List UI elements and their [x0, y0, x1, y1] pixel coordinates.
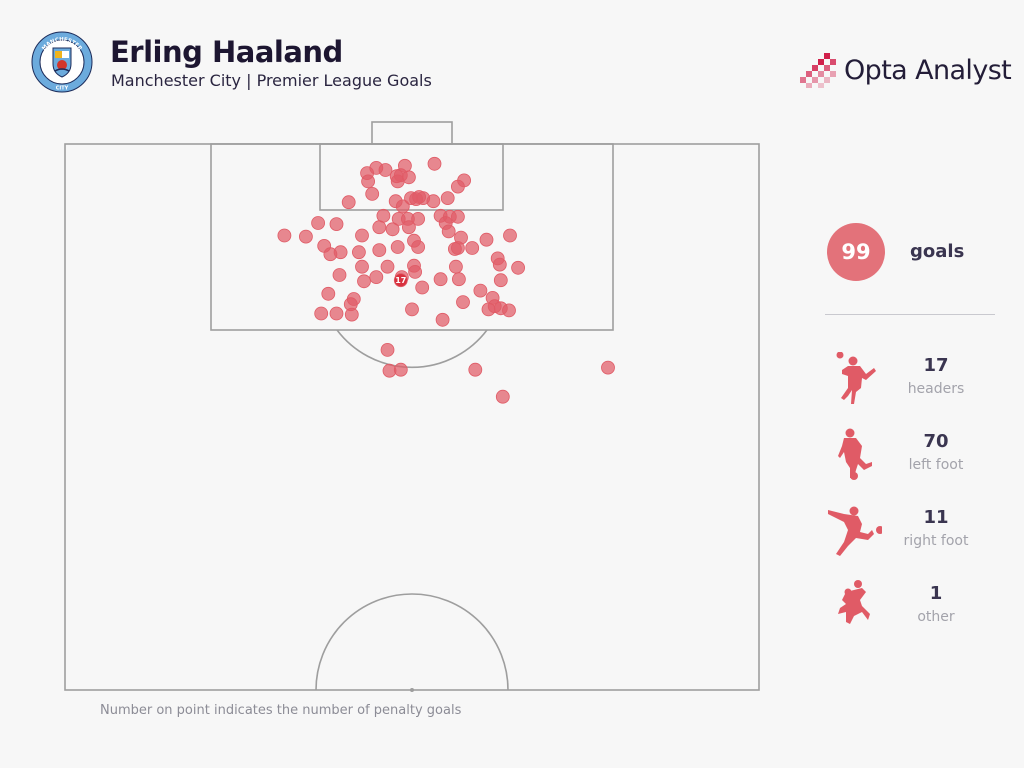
crest-bottom-text: CITY [56, 86, 69, 92]
shot-point [314, 306, 329, 321]
shot-point [450, 209, 465, 224]
shot-point [372, 243, 387, 258]
headers-value: 17 [923, 355, 949, 376]
right-foot-value: 11 [923, 507, 949, 528]
shot-point [492, 257, 507, 272]
opta-analyst-logo: Opta Analyst [798, 50, 1012, 90]
shot-point [405, 302, 419, 317]
shot-point [456, 295, 470, 310]
left-foot-value: 70 [923, 431, 949, 452]
shot-point [479, 232, 494, 247]
shot-point [426, 194, 441, 209]
other-value: 1 [929, 583, 943, 604]
shot-point [473, 283, 488, 298]
shot-point [440, 191, 455, 206]
header-silhouette-icon [836, 352, 876, 404]
shot-point [411, 240, 426, 254]
shot-point [433, 272, 448, 287]
shot-points: 17 [277, 156, 615, 404]
manchester-city-crest-icon: MANCHESTER CITY [31, 31, 93, 93]
shot-point [355, 228, 369, 243]
stat-left-foot: 70 left foot [826, 428, 1001, 498]
shot-point [511, 260, 525, 275]
right-foot-label: right foot [903, 533, 969, 549]
shot-point [481, 302, 496, 317]
shot-point [380, 342, 395, 357]
divider [825, 314, 995, 315]
shot-point [395, 199, 410, 214]
shot-point [450, 179, 465, 194]
shot-point [321, 286, 336, 301]
shot-point [389, 169, 404, 184]
shot-point [495, 389, 510, 404]
page-subtitle: Manchester City | Premier League Goals [111, 71, 432, 90]
stat-other: 1 other [826, 580, 1001, 650]
shot-point [401, 220, 416, 235]
shot-point [378, 163, 393, 177]
shot-point [365, 186, 380, 201]
shot-point [502, 303, 516, 318]
shot-point [468, 362, 483, 377]
penalty-point [393, 273, 408, 288]
total-goals-label: goals [910, 241, 965, 262]
shot-point [311, 216, 326, 230]
shot-point [435, 312, 450, 327]
shot-point [277, 228, 292, 243]
shot-point [323, 247, 338, 262]
centre-spot [410, 688, 414, 692]
shot-point [329, 306, 344, 321]
shot-point [332, 268, 347, 282]
penalty-count-label: 17 [395, 276, 406, 285]
shot-point [503, 228, 517, 243]
shot-point [401, 170, 416, 185]
shot-point [351, 245, 366, 260]
goal [371, 121, 453, 145]
shot-point [298, 229, 313, 244]
shot-point [361, 174, 376, 189]
page-title: Erling Haaland [110, 35, 343, 69]
shot-point [408, 264, 423, 279]
stat-right-foot: 11 right foot [826, 504, 1001, 574]
overhead-kick-silhouette-icon [838, 580, 870, 624]
shot-point [465, 241, 480, 255]
shot-point [380, 259, 395, 274]
shot-point [390, 240, 405, 254]
shot-point [601, 360, 615, 375]
left-foot-silhouette-icon [838, 428, 872, 480]
shot-point [451, 272, 466, 287]
shot-point [447, 242, 462, 256]
shot-point [448, 259, 463, 274]
shot-point [372, 220, 387, 235]
shot-point [411, 211, 426, 226]
brand-name: Opta Analyst [844, 54, 1012, 86]
left-foot-label: left foot [908, 457, 964, 473]
shot-point [369, 270, 384, 285]
shot-point [412, 190, 427, 204]
shot-point [329, 217, 344, 232]
shot-point [344, 307, 359, 322]
penalty-arc [336, 329, 488, 369]
footnote: Number on point indicates the number of … [100, 703, 462, 718]
shot-point [385, 222, 400, 237]
shot-point [493, 273, 508, 288]
headers-label: headers [907, 381, 965, 397]
shot-point [355, 259, 369, 274]
centre-circle [315, 593, 509, 691]
shot-point [393, 362, 408, 377]
shot-point [427, 156, 442, 171]
shot-point [357, 274, 371, 289]
shot-point [415, 280, 430, 295]
opta-logo-icon [800, 53, 836, 88]
shot-point [441, 224, 456, 239]
total-goals-badge: 99 [827, 223, 885, 281]
right-foot-silhouette-icon [828, 506, 882, 556]
pitch-lines [64, 121, 760, 691]
stat-headers: 17 headers [826, 352, 1001, 422]
other-label: other [917, 609, 955, 625]
shot-point [341, 195, 356, 210]
